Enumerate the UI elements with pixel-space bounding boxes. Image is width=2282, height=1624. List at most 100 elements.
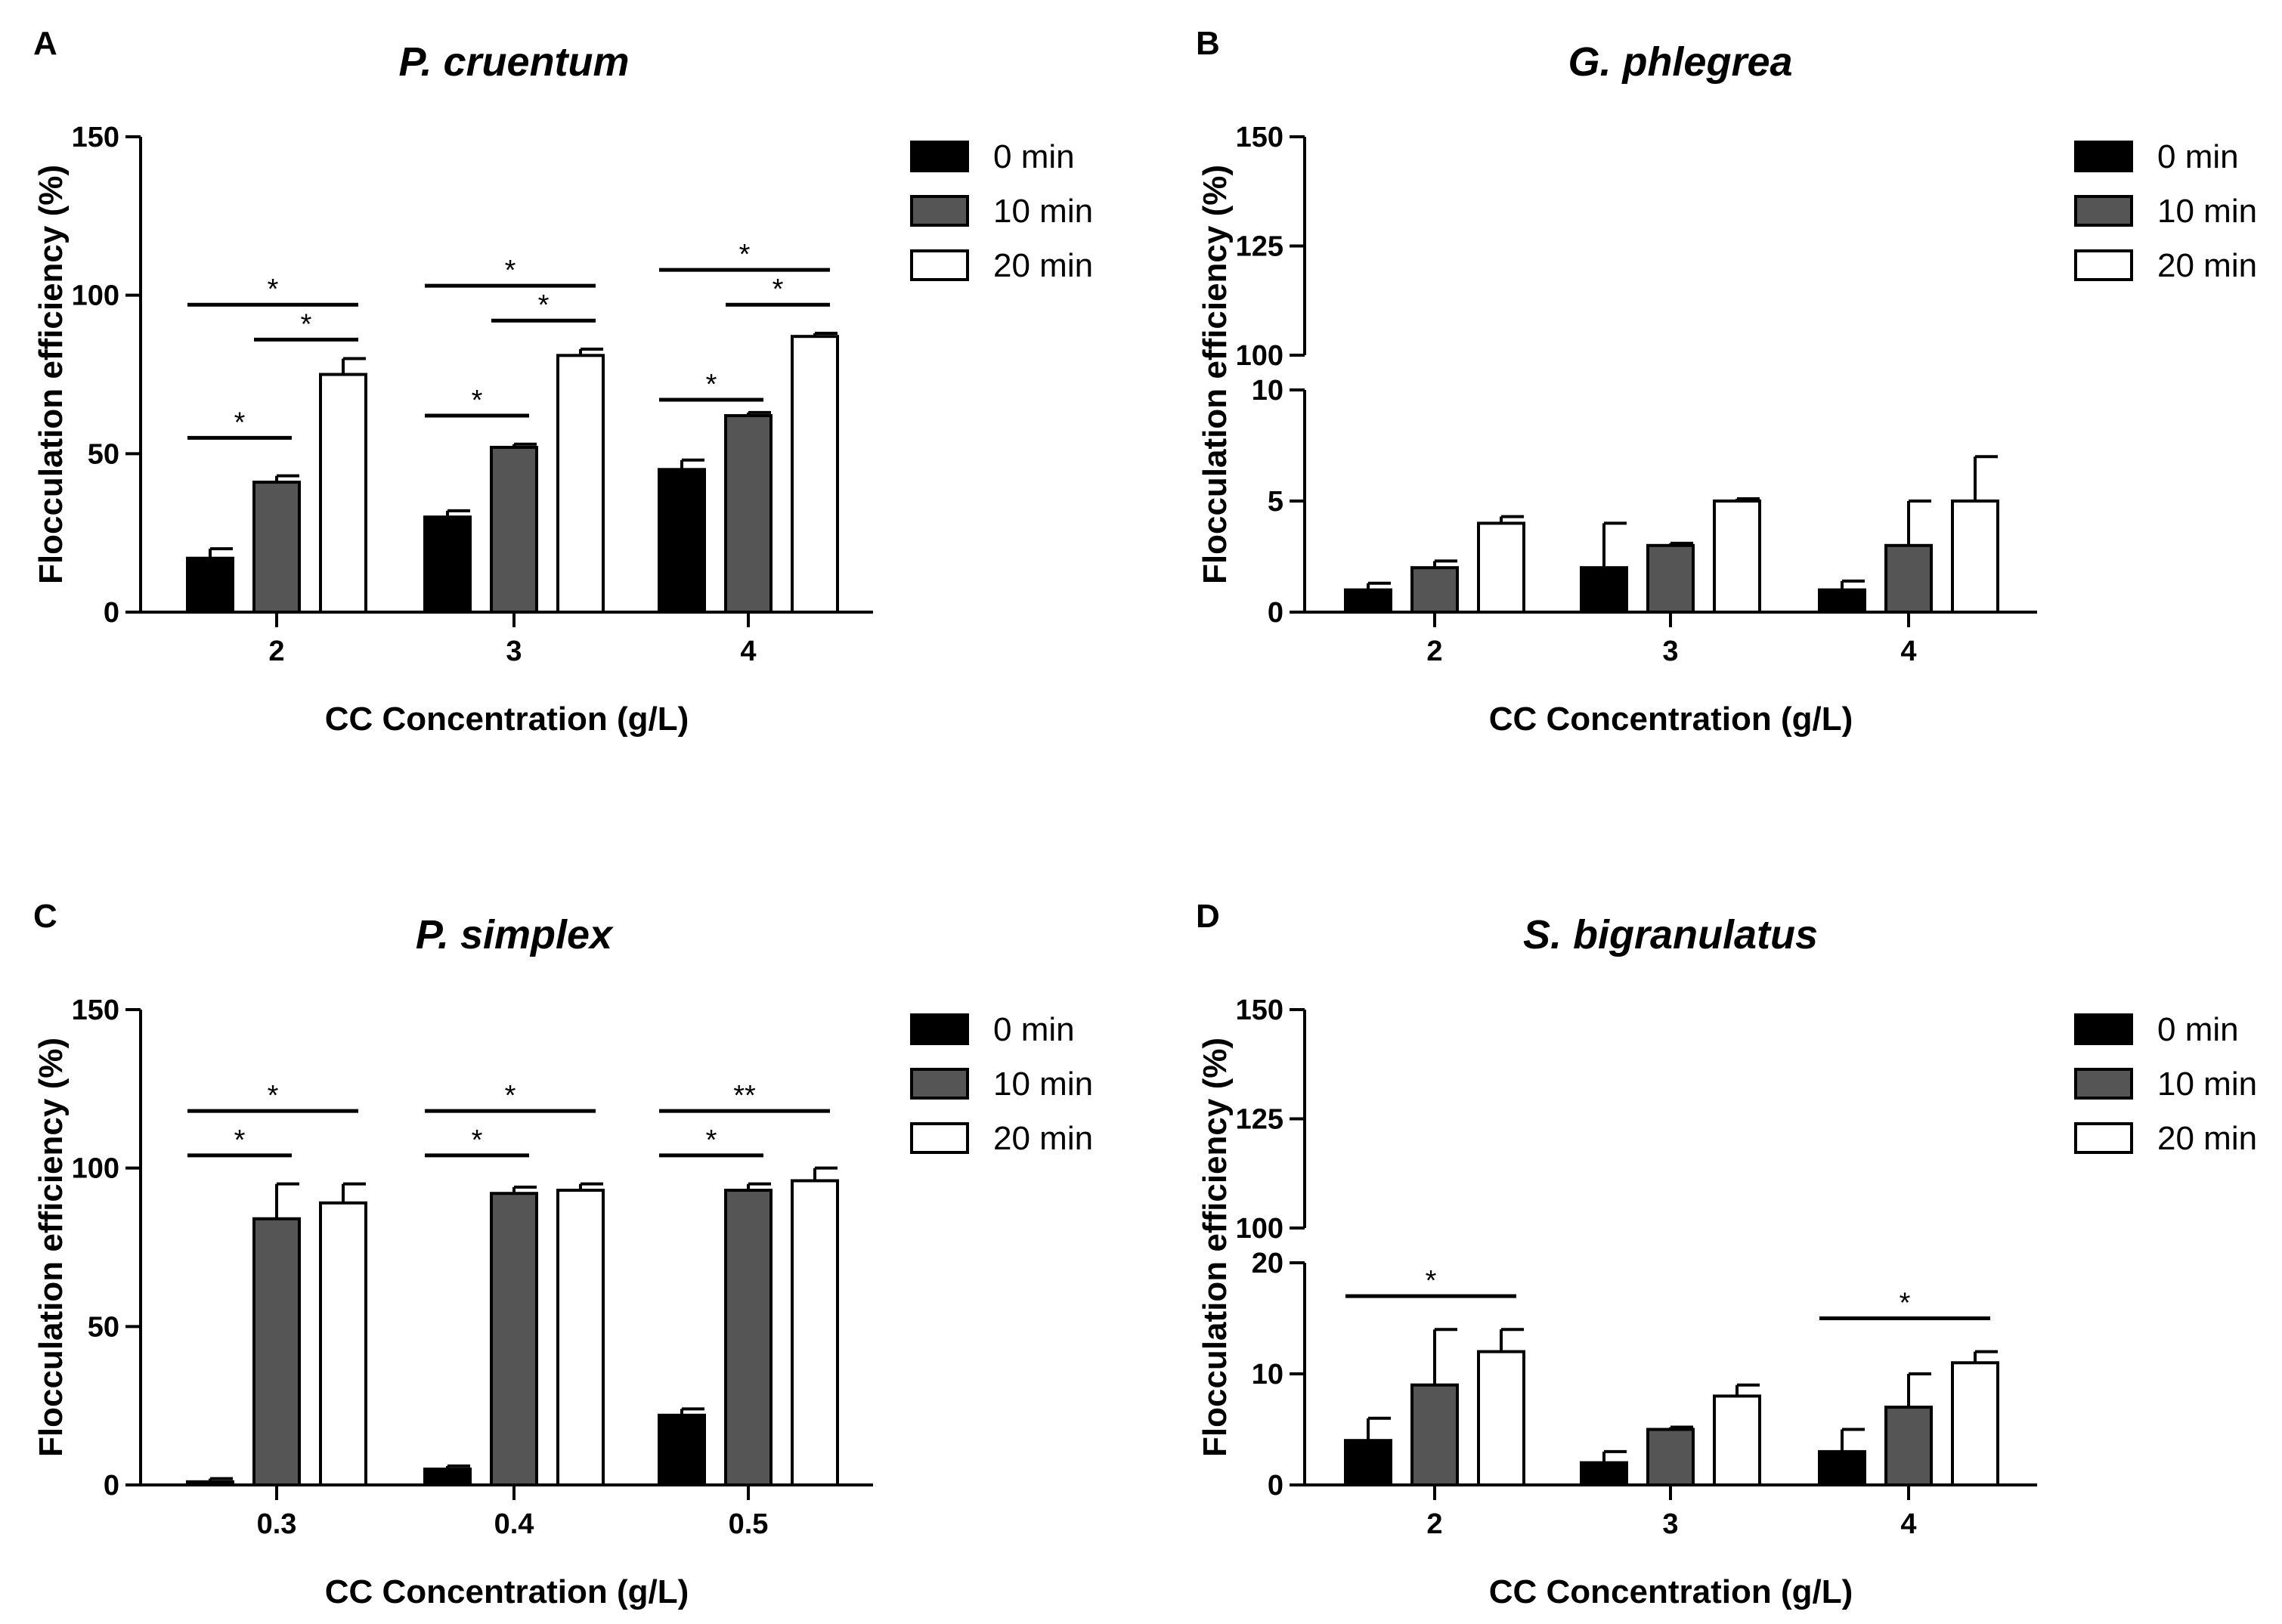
- significance-label: *: [301, 308, 312, 340]
- bar: [1951, 1361, 1999, 1486]
- legend-label: 0 min: [2157, 138, 2239, 175]
- bar: [1477, 1350, 1525, 1486]
- x-tick-label: 2: [1426, 1508, 1442, 1540]
- y-tick-label: 100: [1236, 340, 1283, 372]
- y-tick-label: 5: [1268, 486, 1283, 518]
- y-axis-label: Flocculation efficiency (%): [33, 165, 70, 584]
- bar: [1344, 1439, 1392, 1487]
- bar: [1580, 566, 1628, 614]
- significance-label: **: [733, 1080, 756, 1112]
- bar: [1713, 500, 1761, 614]
- legend-swatch: [2074, 1013, 2133, 1045]
- bar: [1818, 588, 1866, 614]
- y-tick-label: 100: [1236, 1213, 1283, 1245]
- bar: [319, 1201, 367, 1486]
- bar: [658, 468, 706, 614]
- significance-label: *: [505, 1080, 516, 1112]
- y-tick-label: 0: [104, 597, 119, 629]
- x-tick-label: 0.4: [494, 1508, 534, 1540]
- bar: [1646, 1428, 1695, 1486]
- legend-swatch: [910, 1068, 969, 1100]
- legend-label: 10 min: [993, 1066, 1093, 1103]
- legend-label: 20 min: [2157, 247, 2257, 284]
- significance-label: *: [268, 1080, 279, 1112]
- legend-label: 20 min: [2157, 1120, 2257, 1157]
- significance-label: *: [234, 407, 246, 438]
- legend-label: 20 min: [993, 247, 1093, 284]
- y-tick-label: 50: [88, 1311, 119, 1343]
- panel-letter: C: [33, 898, 57, 935]
- significance-label: *: [706, 1124, 717, 1156]
- bar: [791, 335, 839, 614]
- bar: [1580, 1461, 1628, 1486]
- chart-title: G. phlegrea: [1568, 39, 1792, 85]
- x-axis-label: CC Concentration (g/L): [1489, 701, 1853, 738]
- bar: [490, 1192, 538, 1486]
- panel-letter: A: [33, 25, 57, 62]
- legend-swatch: [2074, 1068, 2133, 1100]
- bar: [1884, 543, 1933, 614]
- significance-label: *: [1426, 1265, 1437, 1297]
- bar: [1477, 521, 1525, 614]
- bar: [1713, 1394, 1761, 1487]
- y-tick-label: 150: [1236, 122, 1283, 153]
- bar: [724, 1189, 773, 1486]
- legend-swatch: [910, 1122, 969, 1154]
- legend-label: 10 min: [2157, 1066, 2257, 1103]
- bar: [1410, 1383, 1459, 1487]
- bar: [1646, 543, 1695, 614]
- y-tick-label: 150: [72, 995, 119, 1026]
- x-tick-label: 3: [1662, 1508, 1678, 1540]
- significance-label: *: [472, 1124, 483, 1156]
- bar: [1818, 1449, 1866, 1487]
- bar: [252, 481, 301, 614]
- legend-swatch: [910, 195, 969, 227]
- bar: [658, 1413, 706, 1486]
- bar: [724, 414, 773, 614]
- y-tick-label: 0: [104, 1470, 119, 1502]
- bar: [252, 1217, 301, 1486]
- legend-swatch: [910, 1013, 969, 1045]
- y-tick-label: 125: [1236, 1104, 1283, 1136]
- x-tick-label: 0.3: [257, 1508, 297, 1540]
- bar: [423, 1468, 472, 1486]
- x-tick-label: 4: [740, 636, 756, 667]
- legend-label: 10 min: [2157, 193, 2257, 230]
- x-tick-label: 2: [1426, 636, 1442, 667]
- y-tick-label: 125: [1236, 231, 1283, 263]
- legend-label: 0 min: [993, 138, 1075, 175]
- y-tick-label: 50: [88, 438, 119, 470]
- x-tick-label: 2: [268, 636, 284, 667]
- bar: [556, 354, 605, 614]
- y-tick-label: 0: [1268, 597, 1283, 629]
- chart-title: S. bigranulatus: [1523, 912, 1818, 957]
- x-tick-label: 0.5: [729, 1508, 769, 1540]
- x-axis-label: CC Concentration (g/L): [325, 1573, 689, 1610]
- legend-swatch: [910, 249, 969, 281]
- bar: [1344, 588, 1392, 614]
- significance-label: *: [268, 274, 279, 305]
- legend-swatch: [910, 141, 969, 172]
- y-axis-label: Flocculation efficiency (%): [33, 1038, 70, 1457]
- significance-label: *: [1900, 1288, 1911, 1319]
- y-axis-label: Flocculation efficiency (%): [1197, 165, 1234, 584]
- x-tick-label: 4: [1900, 1508, 1916, 1540]
- legend-label: 20 min: [993, 1120, 1093, 1157]
- x-tick-label: 3: [506, 636, 522, 667]
- x-tick-label: 4: [1900, 636, 1916, 667]
- legend-swatch: [2074, 249, 2133, 281]
- y-tick-label: 0: [1268, 1470, 1283, 1502]
- y-axis-label: Flocculation efficiency (%): [1197, 1038, 1234, 1457]
- bar: [791, 1179, 839, 1486]
- bar: [319, 373, 367, 614]
- y-tick-label: 150: [1236, 995, 1283, 1026]
- y-tick-label: 10: [1252, 375, 1283, 407]
- legend-swatch: [2074, 141, 2133, 172]
- bar: [423, 515, 472, 614]
- significance-label: *: [472, 385, 483, 416]
- chart-title: P. simplex: [416, 912, 614, 957]
- significance-label: *: [538, 289, 550, 321]
- y-tick-label: 10: [1252, 1359, 1283, 1390]
